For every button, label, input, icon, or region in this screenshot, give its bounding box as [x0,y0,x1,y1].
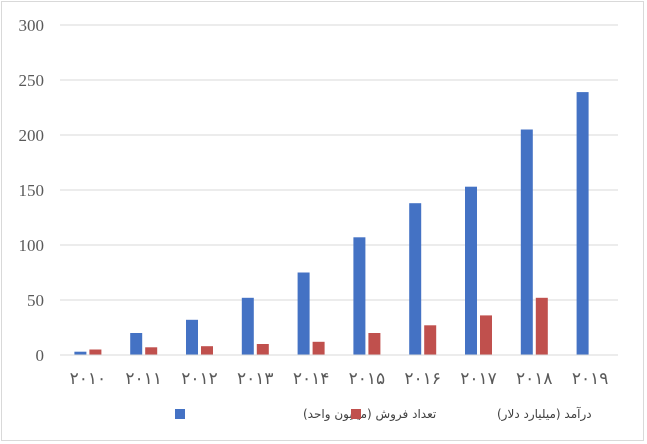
legend-label-series-1: تعداد فروش (میلیون واحد) [303,407,436,422]
bar-series-2 [256,344,269,355]
y-tick-label: 150 [19,181,45,200]
bar-series-2 [480,315,492,355]
legend-swatch-series-1 [175,409,185,419]
y-tick-label: 300 [19,16,45,35]
bar-series-1 [465,186,477,355]
x-tick-label: ۲۰۱۹ [572,369,609,388]
bar-series-1 [520,129,533,355]
legend: تعداد فروش (میلیون واحد) درآمد (میلیارد د… [175,406,592,422]
y-tick-label: 250 [19,71,45,90]
bar-series-2 [89,349,102,355]
bar-series-2 [312,341,325,355]
x-tick-label: ۲۰۱۸ [516,369,553,388]
bar-series-1 [186,319,198,355]
bar-series-1 [74,351,87,355]
x-tick-label: ۲۰۱۵ [349,369,386,388]
bar-series-1 [130,333,143,355]
bar-series-2 [368,333,381,355]
bar-series-2 [424,325,437,355]
x-axis-tick-labels: ۲۰۱۰ ۲۰۱۱ ۲۰۱۲ ۲۰۱۳ ۲۰۱۴ ۲۰۱۵ ۲۰۱۶ ۲۰۱۷ ۲۰۱۸ ۲۰۱۹ [70,369,609,388]
bar-series-2 [145,347,158,355]
x-tick-label: ۲۰۱۰ [70,369,107,388]
x-tick-label: ۲۰۱۶ [404,369,441,388]
y-tick-label: 200 [19,126,45,145]
bar-series-1 [409,203,422,355]
y-axis-tick-labels: 0 50 100 150 200 250 300 [19,16,45,365]
x-tick-label: ۲۰۱۱ [125,369,162,388]
y-tick-label: 50 [27,291,44,310]
legend-swatch-series-2 [351,409,361,419]
bar-series-2 [535,297,548,355]
bar-series-1 [241,297,254,355]
x-tick-label: ۲۰۱۷ [460,369,497,388]
bar-series-1 [353,237,366,355]
bars [74,92,589,355]
y-tick-label: 0 [36,346,45,365]
bar-series-2 [201,346,213,355]
x-tick-label: ۲۰۱۴ [293,369,330,388]
bar-series-1 [297,272,310,355]
x-tick-label: ۲۰۱۲ [181,369,218,388]
x-tick-label: ۲۰۱۳ [237,369,274,388]
legend-label-series-2: درآمد (میلیارد دلار) [497,406,592,422]
y-tick-label: 100 [19,236,45,255]
bar-series-1 [576,92,589,355]
gridlines [60,24,618,301]
